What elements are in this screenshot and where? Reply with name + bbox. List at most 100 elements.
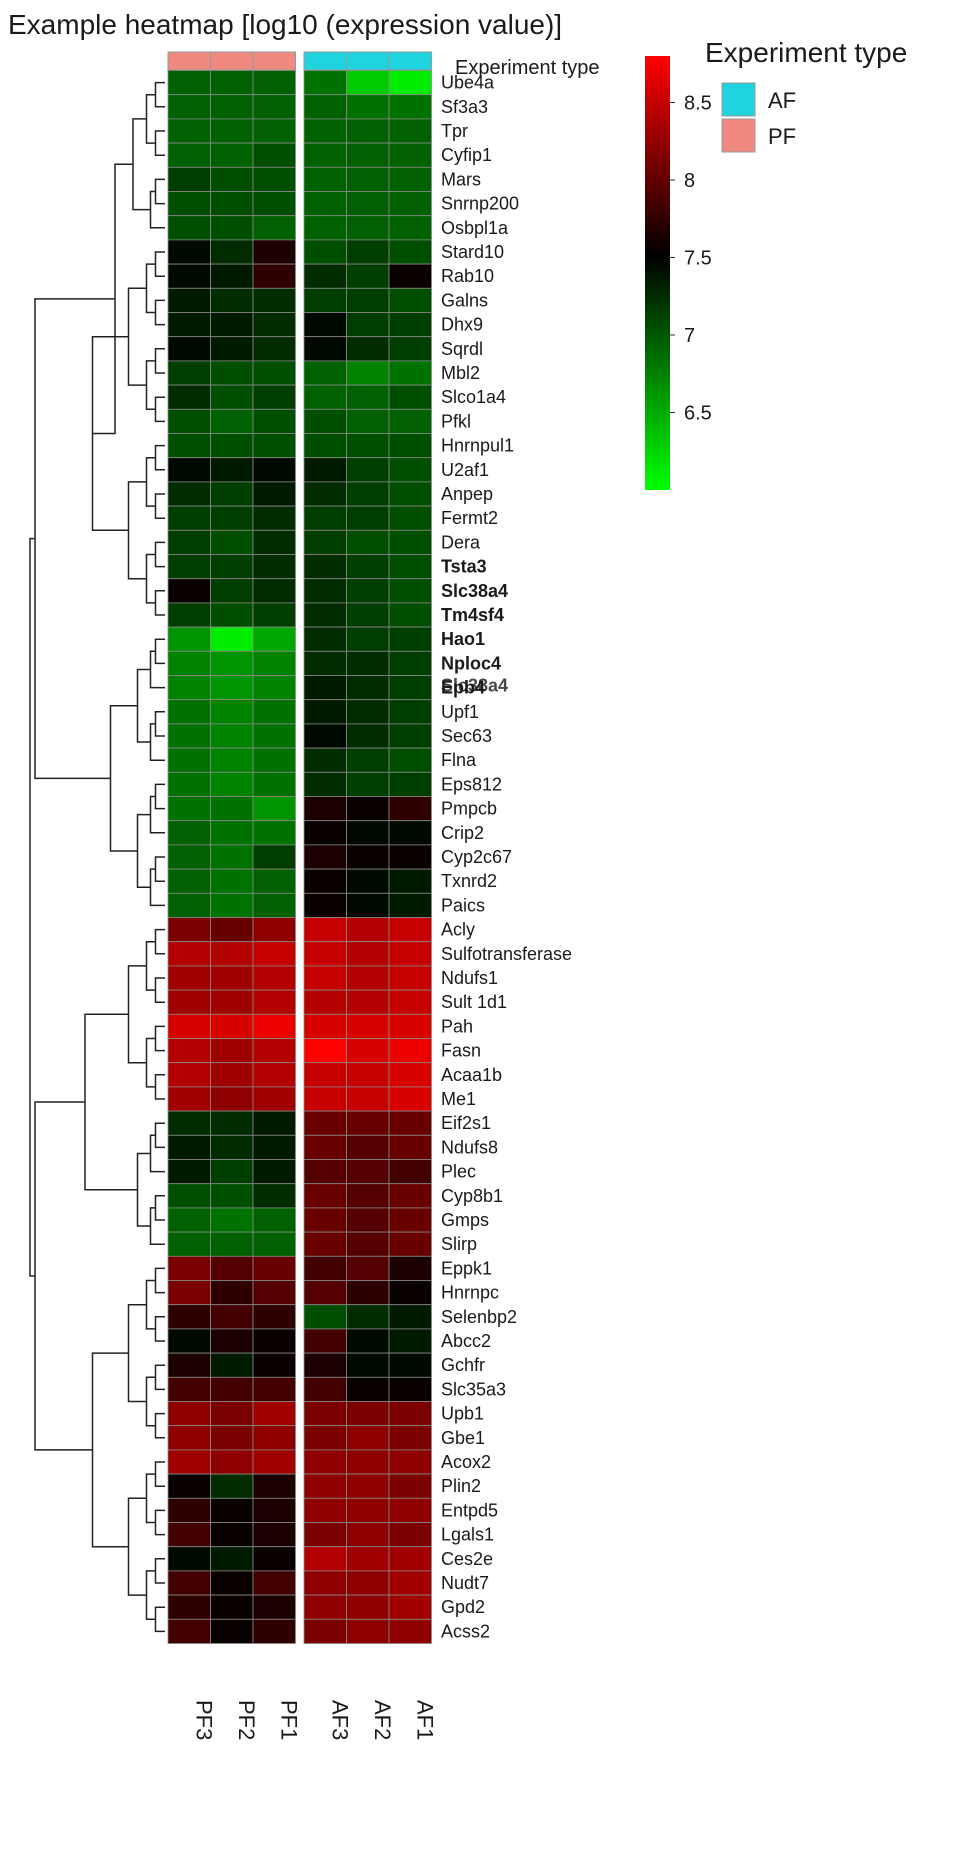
heatmap-cell [303, 94, 347, 120]
heatmap-cell [210, 796, 254, 822]
heatmap-cell [388, 94, 432, 120]
annotation-cell [346, 51, 390, 71]
heatmap-cell [167, 1570, 211, 1596]
row-label: Galns [441, 290, 488, 310]
heatmap-cell [252, 1473, 296, 1499]
dendrogram-branch [29, 537, 35, 1277]
dendrogram-branch [145, 93, 156, 144]
heatmap-cell [167, 1328, 211, 1354]
heatmap-cells [167, 70, 432, 1644]
heatmap-cell [252, 747, 296, 773]
heatmap-cell [303, 1304, 347, 1330]
legend-title: Experiment type [705, 37, 907, 68]
colorbar-tick-label: 8.5 [684, 93, 712, 115]
heatmap-cell [167, 602, 211, 628]
colorbar-tick-label: 7.5 [684, 248, 712, 270]
heatmap-cell [388, 239, 432, 265]
heatmap-cell [167, 699, 211, 725]
heatmap-cell [252, 1546, 296, 1572]
dendrogram-branch [91, 1352, 129, 1548]
heatmap-cell [388, 1376, 432, 1402]
heatmap-cell [167, 1110, 211, 1136]
heatmap-cell [167, 868, 211, 894]
heatmap-cell [252, 626, 296, 652]
heatmap-cell [210, 675, 254, 701]
dendrogram-branch [149, 1207, 165, 1245]
column-labels: PF3 PF2 PF1 AF3 AF2 AF1 [191, 1700, 437, 1740]
row-label: Ndufs1 [441, 968, 498, 988]
heatmap-cell [252, 1086, 296, 1112]
heatmap-cell [303, 1376, 347, 1402]
row-label: Cyp8b1 [441, 1186, 503, 1206]
dendrogram-branch [84, 1013, 138, 1191]
dendrogram-branch [154, 783, 165, 810]
heatmap-cell [210, 1110, 254, 1136]
heatmap-cell [167, 94, 211, 120]
legend-label: PF [768, 124, 796, 149]
heatmap-cell [346, 384, 390, 410]
heatmap-cell [388, 699, 432, 725]
heatmap-cell [303, 1618, 347, 1644]
heatmap-cell [346, 844, 390, 870]
heatmap-cell [346, 989, 390, 1015]
heatmap-cell [388, 1570, 432, 1596]
heatmap-cell [346, 1618, 390, 1644]
heatmap-cell [303, 287, 347, 313]
heatmap-cell [210, 868, 254, 894]
heatmap-cell [252, 408, 296, 434]
heatmap-cell [167, 1134, 211, 1160]
colorbar-tick-label: 8 [684, 170, 695, 192]
heatmap-cell [346, 1376, 390, 1402]
heatmap-cell [252, 771, 296, 797]
heatmap-cell [167, 1497, 211, 1523]
heatmap-cell [252, 941, 296, 967]
dendrogram-branch [154, 638, 165, 665]
heatmap-cell [346, 675, 390, 701]
heatmap-cell [252, 1449, 296, 1475]
heatmap-cell [252, 868, 296, 894]
heatmap-cell [388, 892, 432, 918]
heatmap-cell [252, 1134, 296, 1160]
heatmap-cell [346, 1038, 390, 1064]
dendrogram-branch [154, 1195, 165, 1221]
heatmap-cell [346, 1280, 390, 1306]
heatmap-cell [167, 578, 211, 604]
row-label: Mars [441, 169, 481, 189]
heatmap-cell [346, 1183, 390, 1209]
dendrogram-branch [154, 1606, 165, 1633]
heatmap-cell [388, 1618, 432, 1644]
heatmap-cell [388, 1086, 432, 1112]
row-label: Gpd2 [441, 1597, 485, 1617]
heatmap-cell [346, 287, 390, 313]
heatmap-cell [388, 1062, 432, 1088]
row-label: Hnrnpul1 [441, 436, 514, 456]
heatmap-cell [252, 118, 296, 144]
row-label: Crip2 [441, 823, 484, 843]
heatmap-cell [210, 1594, 254, 1620]
heatmap-cell [346, 868, 390, 894]
colorbar-tick-label: 6.5 [684, 403, 712, 425]
heatmap-cell [388, 602, 432, 628]
dendrogram-branch [154, 396, 165, 423]
heatmap-cell [388, 1134, 432, 1160]
dendrogram-branch [154, 977, 165, 1003]
heatmap-cell [167, 1159, 211, 1185]
heatmap-cell [346, 529, 390, 555]
heatmap-cell [210, 94, 254, 120]
annotation-cell [210, 51, 254, 71]
heatmap-cell [167, 626, 211, 652]
heatmap-cell [303, 1594, 347, 1620]
row-label: Cyp2c67 [441, 847, 512, 867]
heatmap-cell [210, 142, 254, 168]
dendrogram-branch [154, 1509, 165, 1536]
heatmap-cell [210, 917, 254, 943]
heatmap-cell [252, 166, 296, 192]
heatmap-cell [346, 1086, 390, 1112]
row-label: Gmps [441, 1210, 489, 1230]
heatmap-cell [388, 142, 432, 168]
row-label: Acaa1b [441, 1065, 502, 1085]
row-label: Ces2e [441, 1549, 493, 1569]
annotation-cell [303, 51, 347, 71]
heatmap-cell [167, 166, 211, 192]
